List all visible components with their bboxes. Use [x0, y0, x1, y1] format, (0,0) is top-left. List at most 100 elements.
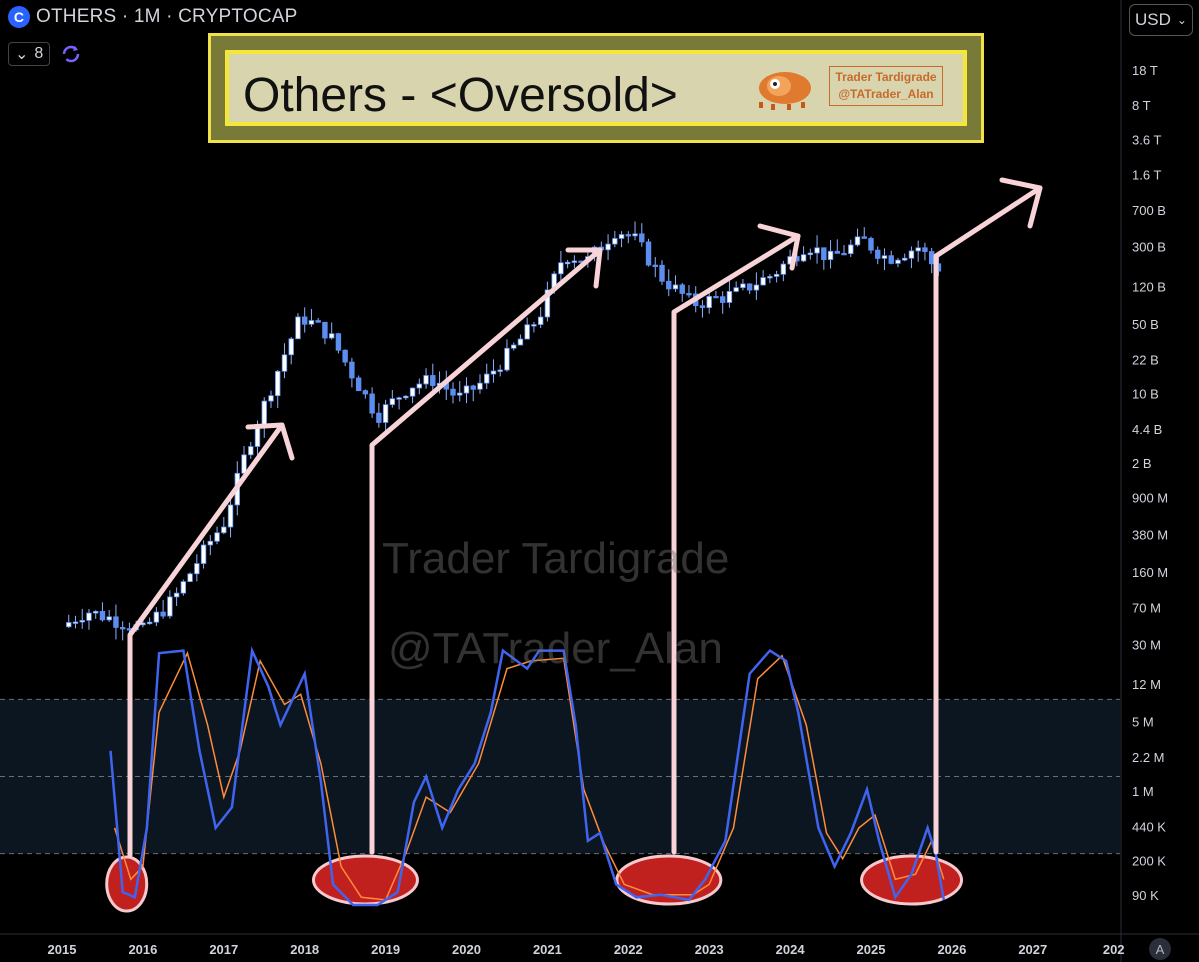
candle [221, 526, 227, 534]
y-tick-label: 70 M [1132, 601, 1161, 616]
trend-arrow-head [245, 422, 295, 461]
candle [389, 398, 396, 406]
trend-arrow-head [757, 223, 801, 271]
candle [369, 393, 375, 414]
candle [537, 316, 544, 325]
candle [760, 277, 766, 286]
x-tick-label: 2026 [937, 942, 966, 957]
price-candles [66, 221, 942, 641]
candle [315, 320, 321, 323]
candle [868, 238, 874, 251]
candle [416, 383, 423, 389]
candle [821, 247, 827, 260]
candle [659, 264, 665, 282]
candle [335, 333, 342, 351]
candle [227, 504, 234, 528]
y-tick-label: 120 B [1132, 279, 1166, 294]
y-tick-label: 160 M [1132, 565, 1168, 580]
candle [376, 412, 382, 423]
candle [827, 250, 834, 260]
candle [490, 370, 497, 375]
candle [780, 263, 787, 275]
refresh-icon[interactable] [60, 43, 82, 65]
x-tick-label: 2022 [614, 942, 643, 957]
y-tick-label: 200 K [1132, 854, 1166, 869]
candle [328, 333, 335, 339]
auto-scale-label: A [1155, 941, 1165, 957]
price-axis[interactable]: 18 T 8 T 3.6 T 1.6 T 700 B 300 B 120 B 50 B 22 B… [1132, 63, 1168, 903]
brand-name: Trader Tardigrade [835, 70, 937, 84]
candle [632, 233, 638, 237]
candle [666, 280, 672, 290]
chevron-down-icon: ⌄ [15, 46, 29, 63]
candle [308, 320, 315, 325]
candle [362, 390, 369, 395]
time-axis[interactable]: 2015 2016 2017 2018 2019 2020 2021 2022 2023 2024… [48, 942, 1125, 957]
candle [477, 382, 483, 390]
candle [517, 338, 524, 346]
candle [740, 283, 746, 289]
candle [524, 324, 530, 340]
candle [510, 344, 517, 349]
candle [908, 250, 915, 259]
candle [342, 349, 348, 363]
candle [99, 610, 106, 621]
candle [93, 610, 99, 614]
indicators-toggle[interactable]: ⌄ 8 [8, 42, 51, 66]
candle [767, 276, 773, 279]
candle [248, 446, 254, 456]
trend-arrow-head [565, 247, 603, 289]
candle [180, 581, 187, 594]
auto-scale-button[interactable]: A [1149, 938, 1171, 960]
candle [645, 241, 652, 266]
stoch-d-line [113, 650, 945, 901]
candle [564, 261, 571, 265]
brand-box: Trader Tardigrade @TATrader_Alan [829, 66, 943, 106]
symbol-label: OTHERS · 1M · CRYPTOCAP [36, 6, 298, 27]
oversold-ellipse [860, 854, 964, 906]
x-tick-label: 2016 [128, 942, 157, 957]
candle [888, 255, 894, 264]
trend-arrow [933, 185, 1043, 855]
y-tick-label: 12 M [1132, 677, 1161, 692]
candle [295, 316, 301, 340]
brand-handle: @TATrader_Alan [838, 87, 934, 101]
candle [275, 370, 281, 397]
indicator-row: ⌄ 8 [8, 42, 82, 66]
oversold-ellipse [105, 855, 149, 913]
candle [382, 404, 389, 423]
candle [814, 247, 820, 254]
x-tick-label: 2027 [1018, 942, 1047, 957]
candle [355, 377, 362, 392]
symbol-header[interactable]: C OTHERS · 1M · CRYPTOCAP [8, 6, 298, 28]
currency-selector[interactable]: USD ⌄ [1129, 4, 1193, 36]
candle [470, 385, 476, 390]
y-tick-label: 22 B [1132, 352, 1159, 367]
y-tick-label: 1.6 T [1132, 167, 1161, 182]
candle [841, 252, 847, 256]
watermark-line2: @TATrader_Alan [388, 624, 723, 673]
y-tick-label: 300 B [1132, 240, 1166, 255]
y-tick-label: 4.4 B [1132, 422, 1162, 437]
candle [301, 316, 308, 325]
candle [861, 236, 867, 239]
chevron-down-icon: ⌄ [1176, 13, 1187, 27]
candle [497, 369, 503, 372]
indicator-count: 8 [34, 45, 44, 62]
candle [463, 385, 470, 394]
candle [430, 375, 436, 386]
candle [167, 596, 173, 617]
candle [895, 259, 901, 264]
candle [322, 321, 328, 339]
candle [652, 264, 658, 268]
watermark-line1: Trader Tardigrade [382, 534, 730, 583]
candle [403, 395, 409, 399]
candle [254, 425, 261, 447]
candle [706, 295, 712, 309]
candle [848, 244, 854, 255]
candle [72, 621, 79, 624]
cryptocap-icon: C [8, 6, 30, 28]
candle [713, 295, 719, 299]
candle [261, 400, 267, 427]
